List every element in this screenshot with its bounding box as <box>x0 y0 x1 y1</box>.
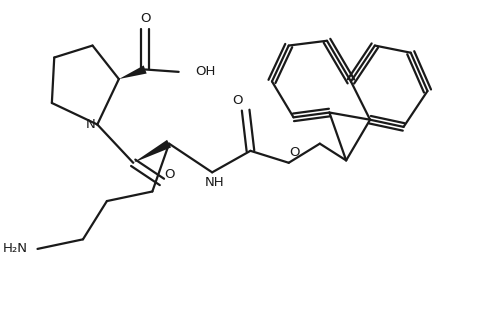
Polygon shape <box>133 140 171 163</box>
Text: N: N <box>85 118 95 131</box>
Polygon shape <box>119 65 146 79</box>
Text: OH: OH <box>195 65 216 78</box>
Text: O: O <box>164 168 174 181</box>
Text: O: O <box>232 94 242 107</box>
Text: O: O <box>289 146 300 159</box>
Text: H₂N: H₂N <box>3 242 28 255</box>
Text: NH: NH <box>205 176 224 189</box>
Text: O: O <box>140 12 150 25</box>
